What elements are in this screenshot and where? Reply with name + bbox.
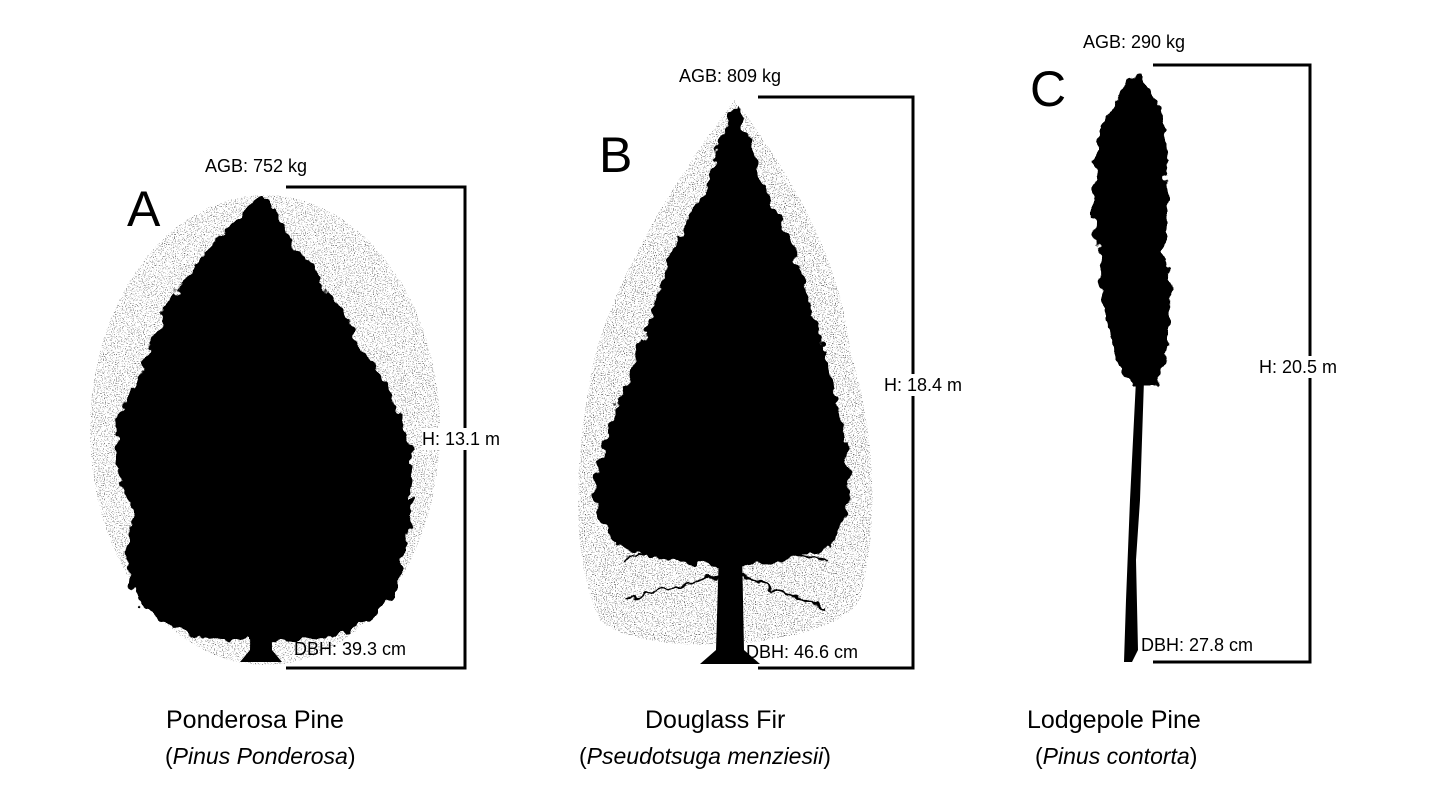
panel-b-scientific-italic: Pseudotsuga menziesii — [586, 743, 824, 769]
tree-c-stub — [1143, 359, 1163, 366]
panel-a-agb: AGB: 752 kg — [205, 156, 308, 176]
tree-b-silhouette — [578, 100, 873, 664]
panel-b-scientific-name: (Pseudotsuga menziesii) — [579, 743, 831, 769]
panel-c-agb: AGB: 290 kg — [1083, 32, 1186, 52]
panel-c-dbh: DBH: 27.8 cm — [1141, 635, 1254, 655]
tree-c-crown — [1092, 75, 1171, 385]
panel-b-common-name: Douglass Fir — [645, 706, 786, 734]
panel-a-common-name: Ponderosa Pine — [166, 706, 344, 734]
panel-b-height: H: 18.4 m — [884, 374, 963, 396]
tree-a-branches — [139, 418, 395, 612]
panel-a-letter: A — [127, 181, 161, 237]
panel-c-scientific-name: (Pinus contorta) — [1035, 743, 1198, 769]
tree-a-trunk — [240, 440, 282, 662]
panel-b-letter: B — [599, 127, 633, 183]
tree-c-silhouette — [1092, 75, 1171, 662]
panel-a-scientific-name: (Pinus Ponderosa) — [165, 743, 356, 769]
bracket-a — [286, 185, 467, 670]
panel-b-dbh: DBH: 46.6 cm — [746, 642, 859, 662]
tree-b-crown — [594, 102, 849, 566]
panel-c-common-name: Lodgepole Pine — [1027, 706, 1201, 734]
tree-b-lower-branches — [621, 550, 831, 612]
panel-c-height: H: 20.5 m — [1259, 356, 1338, 378]
panel-a-dbh: DBH: 39.3 cm — [294, 639, 407, 659]
panel-b-agb: AGB: 809 kg — [679, 66, 782, 86]
panel-c-scientific-italic: Pinus contorta — [1042, 743, 1190, 769]
tree-a-crown — [115, 196, 413, 640]
panel-a-scientific-italic: Pinus Ponderosa — [172, 743, 348, 769]
tree-b-trunk — [700, 450, 760, 664]
tree-a-silhouette — [90, 195, 440, 665]
tree-c-trunk — [1124, 380, 1144, 662]
panel-c-letter: C — [1030, 61, 1067, 117]
panel-a-height: H: 13.1 m — [422, 428, 501, 450]
